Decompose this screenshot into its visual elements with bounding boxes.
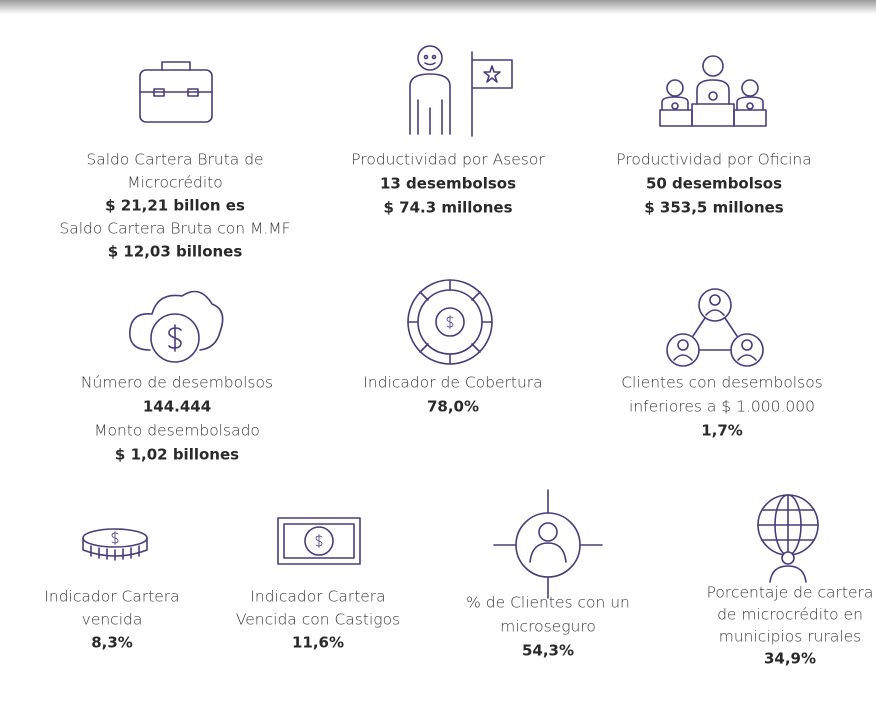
label: Saldo Cartera Bruta con M.MF	[59, 220, 290, 238]
figure: 11,6%	[292, 634, 344, 652]
label: Indicador Cartera	[44, 588, 179, 606]
label: Indicador de Cobertura	[363, 374, 542, 392]
label: Productividad por Asesor	[351, 151, 545, 169]
label: Vencida con Castigos	[236, 611, 400, 629]
figure: 54,3%	[522, 642, 574, 660]
label: Número de desembolsos	[81, 374, 273, 392]
label: de microcrédito en	[717, 606, 863, 624]
label: Indicador Cartera	[250, 588, 385, 606]
icon-briefcase	[139, 61, 213, 123]
label: Productividad por Oficina	[616, 151, 811, 169]
label: Microcrédito	[127, 174, 223, 192]
label: Clientes con desembolsos	[621, 374, 823, 392]
figure: 13 desembolsos	[380, 175, 516, 193]
figure: 50 desembolsos	[646, 175, 782, 193]
figure: $ 21,21 billon es	[105, 197, 245, 215]
icon-cloud-money	[129, 290, 224, 363]
label: Monto desembolsado	[94, 422, 260, 440]
figure: $ 12,03 billones	[108, 243, 243, 261]
label: % de Clientes con un	[466, 594, 630, 612]
figure: $ 74.3 millones	[383, 199, 512, 217]
top-shadow	[0, 0, 876, 14]
label: vencida	[82, 611, 143, 629]
icon-bill	[277, 517, 361, 565]
label: microseguro	[500, 618, 596, 636]
label: inferiores a $ 1.000.000	[629, 398, 815, 416]
icon-target-person	[493, 489, 603, 599]
icon-network	[666, 288, 764, 367]
icon-advisor	[409, 45, 513, 137]
label: Saldo Cartera Bruta de	[86, 151, 263, 169]
icon-podium	[659, 55, 767, 127]
figure: $ 1,02 billones	[115, 446, 239, 464]
label: Porcentaje de cartera	[707, 584, 874, 602]
figure: 1,7%	[701, 422, 743, 440]
figure: $ 353,5 millones	[644, 199, 784, 217]
figure: 8,3%	[91, 634, 133, 652]
figure: 78,0%	[427, 398, 479, 416]
icon-globe	[757, 494, 819, 583]
icon-coin	[82, 528, 148, 561]
figure: 144.444	[143, 398, 211, 416]
icon-coverage	[407, 279, 493, 365]
label: municipios rurales	[719, 628, 862, 646]
figure: 34,9%	[764, 650, 816, 668]
